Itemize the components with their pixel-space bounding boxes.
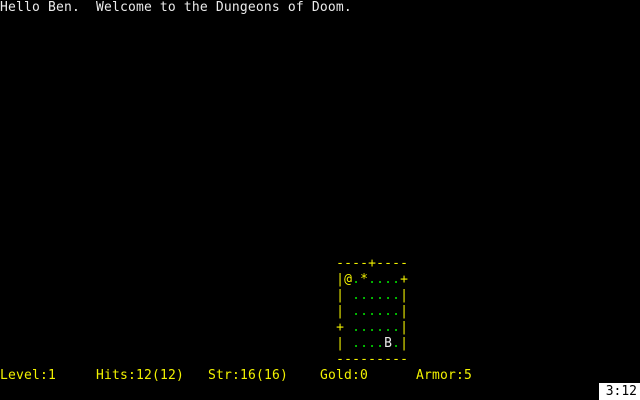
gold-symbol: * (360, 272, 368, 287)
wall-segment-horizontal: - (352, 256, 360, 271)
floor-dot: . (392, 304, 400, 319)
wall-segment-horizontal: - (360, 352, 368, 367)
floor-dot: . (376, 304, 384, 319)
floor-dot: . (352, 336, 360, 351)
floor-dot: . (360, 288, 368, 303)
floor-dot: . (352, 272, 360, 287)
wall-segment-vertical: | (400, 320, 408, 335)
floor-dot: . (368, 336, 376, 351)
floor-dot: . (384, 288, 392, 303)
floor-dot: . (352, 304, 360, 319)
floor-dot: . (392, 320, 400, 335)
wall-segment-horizontal: - (360, 256, 368, 271)
wall-segment-vertical: | (400, 288, 408, 303)
floor-dot: . (392, 336, 400, 351)
wall-segment-horizontal: - (384, 352, 392, 367)
door-symbol: + (400, 272, 408, 287)
door-symbol: + (336, 320, 344, 335)
wall-segment-horizontal: - (336, 352, 344, 367)
floor-dot: . (376, 336, 384, 351)
floor-dot: . (368, 272, 376, 287)
clock-display: 3:12 (599, 383, 640, 400)
floor-dot: . (368, 320, 376, 335)
wall-segment-horizontal: - (392, 352, 400, 367)
wall-segment-horizontal: - (352, 352, 360, 367)
status-level: Level:1 (0, 368, 56, 383)
wall-segment-horizontal: - (368, 352, 376, 367)
floor-dot: . (376, 320, 384, 335)
floor-dot: . (352, 288, 360, 303)
floor-dot: . (384, 320, 392, 335)
floor-dot: . (384, 272, 392, 287)
wall-segment-horizontal: - (376, 256, 384, 271)
status-armor: Armor:5 (416, 368, 472, 383)
status-strength: Str:16(16) (208, 368, 288, 383)
wall-segment-vertical: | (336, 272, 344, 287)
floor-dot: . (392, 272, 400, 287)
status-bar: Level:1 Hits:12(12) Str:16(16) Gold:0 Ar… (0, 368, 640, 384)
floor-dot: . (368, 304, 376, 319)
wall-segment-horizontal: - (392, 256, 400, 271)
bat-monster-symbol: B (384, 336, 392, 351)
wall-segment-horizontal: - (384, 256, 392, 271)
message-line: Hello Ben. Welcome to the Dungeons of Do… (0, 0, 352, 15)
status-gold: Gold:0 (320, 368, 368, 383)
door-symbol: + (368, 256, 376, 271)
floor-dot: . (368, 288, 376, 303)
wall-segment-vertical: | (400, 336, 408, 351)
floor-dot: . (360, 336, 368, 351)
floor-dot: . (376, 288, 384, 303)
floor-dot: . (392, 288, 400, 303)
player-at-symbol: @ (344, 272, 352, 287)
wall-segment-horizontal: - (400, 256, 408, 271)
floor-dot: . (352, 320, 360, 335)
wall-segment-vertical: | (336, 336, 344, 351)
status-hits: Hits:12(12) (96, 368, 184, 383)
wall-segment-vertical: | (400, 304, 408, 319)
wall-segment-horizontal: - (376, 352, 384, 367)
wall-segment-horizontal: - (344, 256, 352, 271)
wall-segment-horizontal: - (336, 256, 344, 271)
wall-segment-horizontal: - (344, 352, 352, 367)
wall-segment-vertical: | (336, 304, 344, 319)
floor-dot: . (384, 304, 392, 319)
floor-dot: . (360, 304, 368, 319)
floor-dot: . (376, 272, 384, 287)
floor-dot: . (360, 320, 368, 335)
wall-segment-horizontal: - (400, 352, 408, 367)
wall-segment-vertical: | (336, 288, 344, 303)
